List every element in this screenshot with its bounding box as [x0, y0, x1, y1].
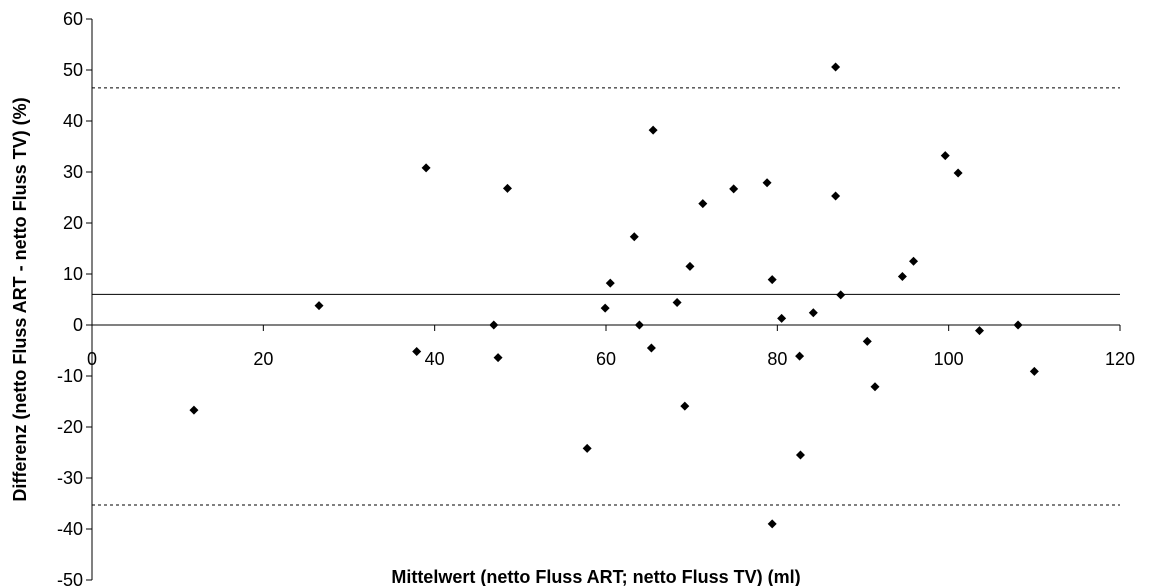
x-tick-label: 100: [934, 349, 964, 369]
data-point: [909, 256, 919, 266]
data-point: [831, 62, 841, 72]
data-point: [582, 443, 592, 453]
data-point: [836, 290, 846, 300]
data-point: [489, 320, 499, 330]
y-tick-label: 60: [63, 9, 83, 29]
data-point: [672, 298, 682, 308]
data-point: [808, 308, 818, 318]
data-points: [189, 62, 1039, 529]
data-point: [189, 405, 199, 415]
data-point: [493, 353, 503, 363]
data-point: [975, 326, 985, 336]
x-tick-label: 120: [1105, 349, 1135, 369]
y-tick-label: -10: [57, 366, 83, 386]
x-axis-ticks: 0 20 40 60 80 100 120: [87, 325, 1135, 369]
data-point: [629, 232, 639, 242]
data-point: [646, 343, 656, 353]
x-tick-label: 0: [87, 349, 97, 369]
y-tick-label: -40: [57, 519, 83, 539]
x-tick-label: 60: [596, 349, 616, 369]
y-tick-label: 40: [63, 111, 83, 131]
data-point: [421, 163, 431, 173]
data-point: [412, 347, 422, 357]
y-axis-ticks: 60 50 40 30 20 10 0 -10 -20 -30 -40 -50: [57, 9, 92, 586]
x-tick-label: 20: [253, 349, 273, 369]
x-tick-label: 80: [767, 349, 787, 369]
data-point: [605, 278, 615, 288]
data-point: [314, 301, 324, 311]
data-point: [648, 125, 658, 135]
data-point: [680, 401, 690, 411]
data-point: [685, 261, 695, 271]
data-point: [502, 183, 512, 193]
y-axis-title: Differenz (netto Fluss ART - netto Fluss…: [10, 97, 30, 501]
data-point: [634, 320, 644, 330]
y-tick-label: 50: [63, 60, 83, 80]
data-point: [897, 272, 907, 282]
axes: [91, 19, 1120, 580]
data-point: [777, 313, 787, 323]
data-point: [862, 336, 872, 346]
y-tick-label: 30: [63, 162, 83, 182]
y-tick-label: -20: [57, 417, 83, 437]
data-point: [831, 191, 841, 201]
y-tick-label: 20: [63, 213, 83, 233]
data-point: [767, 519, 777, 529]
y-tick-label: 0: [73, 315, 83, 335]
data-point: [729, 184, 739, 194]
data-point: [762, 178, 772, 188]
data-point: [940, 151, 950, 161]
data-point: [1013, 320, 1023, 330]
data-point: [600, 303, 610, 313]
data-point: [1029, 366, 1039, 376]
data-point: [767, 275, 777, 285]
data-point: [953, 168, 963, 178]
data-point: [870, 382, 880, 392]
y-tick-label: -50: [57, 570, 83, 586]
data-point: [795, 351, 805, 361]
data-point: [698, 199, 708, 209]
x-axis-title: Mittelwert (netto Fluss ART; netto Fluss…: [391, 567, 800, 586]
y-tick-label: -30: [57, 468, 83, 488]
reference-lines: [92, 87, 1120, 506]
data-point: [795, 450, 805, 460]
y-tick-label: 10: [63, 264, 83, 284]
x-tick-label: 40: [425, 349, 445, 369]
